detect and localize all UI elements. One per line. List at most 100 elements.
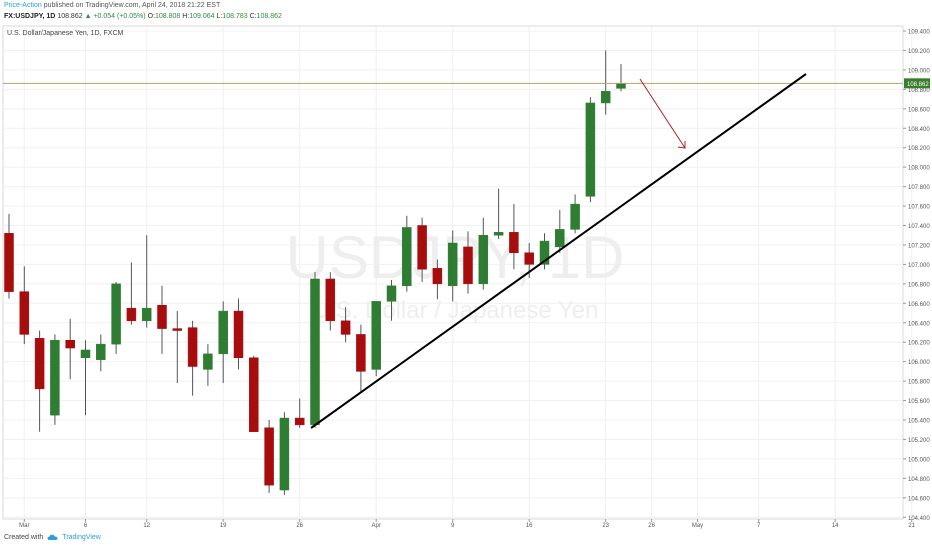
price-axis[interactable]: 109.400 109.200 109.000 108.800 108.600 108.4…	[903, 30, 930, 522]
close-value: 108.862	[256, 13, 282, 20]
candle	[570, 194, 580, 234]
candle	[233, 298, 244, 370]
y-tick-label: 105.200	[908, 438, 930, 444]
y-tick-label: 108.000	[908, 166, 930, 172]
candle-body	[356, 334, 366, 372]
candle-body	[19, 291, 30, 335]
candle-body	[447, 242, 458, 287]
y-tick-label: 104.800	[908, 477, 930, 483]
arrow-line	[639, 78, 686, 149]
y-tick-label: 108.200	[908, 146, 930, 152]
publish-info: published on TradingView.com, April 24, …	[43, 2, 221, 9]
y-tick-label: 106.800	[908, 282, 930, 288]
high-value: 109.064	[189, 13, 215, 20]
y-tick-label: 106.400	[908, 321, 930, 327]
candle	[356, 324, 366, 393]
candle	[325, 272, 336, 331]
candle-body	[294, 417, 305, 426]
candle	[417, 217, 427, 282]
x-tick-label: 12	[143, 523, 150, 529]
y-tick-label: 109.200	[908, 49, 930, 55]
close-label: C:	[249, 13, 257, 20]
candle	[249, 355, 259, 432]
candle-body	[4, 233, 14, 292]
footer: Created with TradingView	[4, 534, 101, 541]
candle	[34, 330, 45, 432]
candle-body	[555, 229, 565, 248]
candle-body	[157, 304, 167, 329]
candle	[539, 233, 550, 270]
candle	[478, 217, 489, 290]
y-tick-label: 105.400	[908, 419, 930, 425]
x-tick-label: 14	[832, 523, 839, 529]
x-tick-label: 19	[220, 523, 227, 529]
candle	[50, 334, 60, 425]
y-tick-label: 108.400	[908, 127, 930, 133]
candle	[96, 334, 106, 372]
candle	[371, 301, 381, 377]
y-tick-label: 105.800	[908, 380, 930, 386]
x-tick-label: 26	[648, 523, 655, 529]
candle	[80, 340, 91, 416]
candle	[386, 279, 397, 321]
x-tick-label: May	[692, 523, 703, 529]
candle-body	[524, 252, 534, 265]
y-tick-label: 109.000	[908, 68, 930, 74]
y-tick-label: 108.800	[908, 88, 930, 94]
y-tick-label: 106.600	[908, 302, 930, 308]
time-axis[interactable]: Mar 6 12 19 26 Apr 9 16 23 26 May 7 14 21	[19, 519, 916, 529]
candle	[264, 420, 274, 493]
arrow-head	[677, 141, 686, 149]
y-tick-label: 106.200	[908, 341, 930, 347]
candle	[600, 50, 611, 115]
candle	[463, 231, 473, 294]
candle-body	[386, 285, 397, 302]
candle	[585, 97, 596, 203]
candle	[616, 64, 626, 92]
watermark-name: U.S. Dollar / Japanese Yen	[312, 297, 599, 324]
price-change: ▲ +0.054 (+0.05%)	[84, 13, 146, 20]
candle-body	[371, 301, 381, 370]
author-link[interactable]: Price-Action	[4, 2, 42, 9]
candle-body	[432, 268, 443, 285]
y-tick-label: 105.600	[908, 399, 930, 405]
candle	[340, 307, 351, 343]
y-tick-label: 104.400	[908, 516, 930, 522]
candle-body	[478, 234, 489, 285]
candle	[65, 318, 75, 380]
arrow-annotation[interactable]	[639, 78, 686, 149]
y-tick-label: 104.600	[908, 496, 930, 502]
x-tick-label: Mar	[19, 523, 29, 529]
low-value: 108.783	[222, 13, 248, 20]
x-tick-label: Apr	[372, 523, 381, 529]
candle-body	[80, 349, 91, 359]
candle	[187, 320, 198, 396]
candle	[310, 272, 320, 428]
candle-body	[172, 328, 183, 331]
candle-body	[34, 338, 45, 390]
candle	[203, 344, 213, 386]
tradingview-brand[interactable]: TradingView	[62, 534, 101, 541]
candle-body	[310, 278, 320, 426]
candle	[172, 311, 183, 384]
y-tick-label: 107.200	[908, 243, 930, 249]
candles	[4, 50, 626, 495]
candle	[432, 259, 443, 300]
x-tick-label: 9	[451, 523, 455, 529]
candle-body	[340, 320, 351, 335]
candle-body	[264, 427, 274, 486]
trendline[interactable]	[310, 73, 807, 429]
candle-body	[249, 357, 259, 432]
candle-body	[616, 83, 626, 89]
candle-body	[539, 240, 550, 265]
x-tick-label: 26	[296, 523, 303, 529]
y-tick-label: 109.400	[908, 30, 930, 36]
candle-body	[141, 307, 152, 322]
candle-body	[187, 327, 198, 367]
candle-body	[570, 203, 580, 230]
candle-body	[50, 340, 60, 416]
candle	[279, 412, 290, 495]
candle	[126, 262, 137, 325]
y-tick-label: 107.000	[908, 263, 930, 269]
x-tick-label: 23	[602, 523, 609, 529]
